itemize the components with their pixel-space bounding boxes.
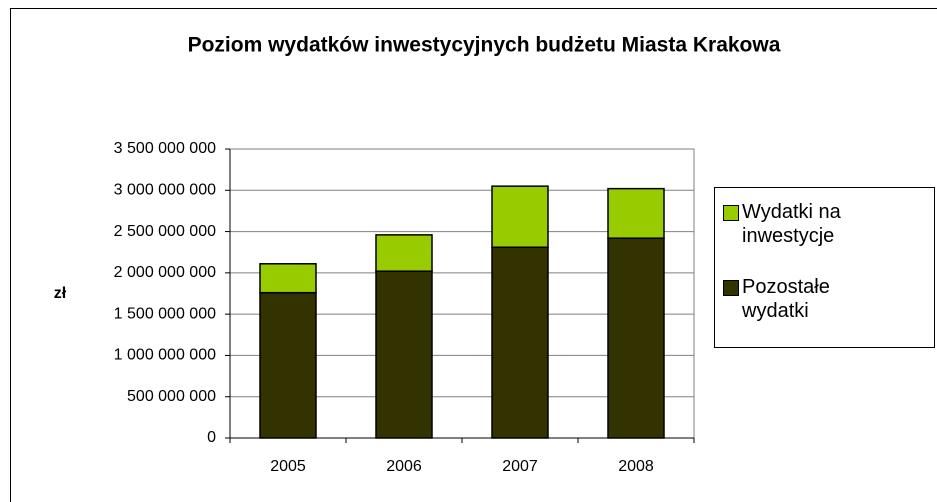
bar-segment (259, 291, 317, 439)
y-axis-label: zł (54, 285, 67, 302)
x-tick-label: 2008 (618, 458, 654, 475)
y-tick-label: 0 (207, 429, 216, 446)
bar-segment (491, 246, 549, 439)
y-tick-label: 2 500 000 000 (114, 223, 216, 240)
x-tick-label: 2006 (386, 458, 422, 475)
x-tick-label: 2007 (502, 458, 538, 475)
legend-swatch (723, 205, 739, 221)
y-tick-label: 1 000 000 000 (114, 347, 216, 364)
bar-segment (375, 234, 433, 272)
bar-segment (607, 187, 665, 239)
bar-segment (259, 263, 317, 294)
x-tick-label: 2005 (270, 458, 306, 475)
bar-segment (491, 185, 549, 249)
bar-segment (375, 270, 433, 439)
legend-label: Wydatki na inwestycje (742, 201, 841, 247)
legend-swatch (723, 280, 739, 296)
legend-entry: Pozostałe wydatki (723, 275, 923, 323)
legend-label: Pozostałe wydatki (742, 276, 830, 322)
y-tick-label: 3 000 000 000 (114, 182, 216, 199)
legend-entry: Wydatki na inwestycje (723, 200, 923, 248)
bar-segment (607, 237, 665, 439)
chart-title: Poziom wydatków inwestycyjnych budżetu M… (188, 34, 781, 57)
y-tick-label: 500 000 000 (127, 388, 216, 405)
legend: Wydatki na inwestycje Pozostałe wydatki (714, 187, 935, 348)
y-tick-label: 2 000 000 000 (114, 264, 216, 281)
y-tick-label: 1 500 000 000 (114, 305, 216, 322)
y-tick-label: 3 500 000 000 (114, 140, 216, 157)
